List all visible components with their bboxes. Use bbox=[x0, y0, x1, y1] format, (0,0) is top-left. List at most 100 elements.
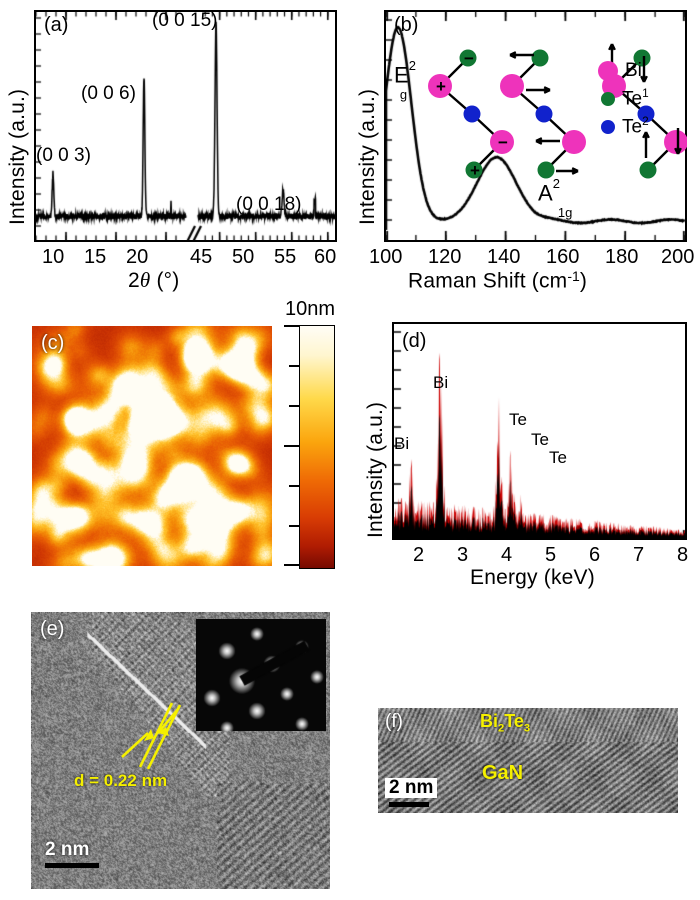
xrd-xtick-20: 20 bbox=[126, 246, 149, 268]
afm-colorbar bbox=[299, 325, 335, 569]
edx-spectrum-canvas bbox=[394, 324, 685, 538]
raman-xtick-180: 180 bbox=[605, 246, 639, 268]
afm-colorbar-ticks-icon bbox=[284, 325, 299, 566]
edx-xtick-3: 3 bbox=[457, 544, 469, 566]
edx-xtick-8: 8 bbox=[677, 544, 689, 566]
bi-atom bbox=[500, 74, 524, 98]
raman-curve-canvas bbox=[386, 12, 685, 240]
te2-atom bbox=[463, 105, 481, 123]
panel-c-afm: (c) 400 nm 10nm bbox=[0, 290, 350, 836]
interface-scalebar-group: 2 nm bbox=[385, 778, 438, 807]
edx-peak-label-te-2: Te bbox=[531, 430, 549, 449]
legend-label-bi: Bi bbox=[625, 60, 642, 81]
afm-topography-canvas bbox=[32, 326, 272, 566]
edx-peak-label-te-3: Te bbox=[549, 448, 567, 467]
te2-atom bbox=[535, 105, 553, 123]
panel-d-plot-frame bbox=[392, 322, 687, 540]
bi-atom bbox=[562, 130, 586, 154]
charge-symbol: + bbox=[470, 161, 480, 180]
panel-a-ylabel: Intensity (a.u.) bbox=[6, 88, 29, 225]
te1-atom bbox=[459, 49, 477, 67]
legend-label-te2: Te2 bbox=[622, 115, 649, 138]
xrd-xtick-55: 55 bbox=[274, 246, 297, 268]
vibration-arrow-icon bbox=[642, 131, 650, 158]
charge-symbol: + bbox=[436, 77, 446, 96]
edx-xtick-4: 4 bbox=[501, 544, 513, 566]
panel-f-interface: (f) Bi2Te3 GaN 2 nm bbox=[350, 595, 700, 900]
bi-dot-icon bbox=[598, 61, 618, 81]
panel-b-plot-frame bbox=[384, 10, 687, 242]
te1-atom bbox=[531, 49, 549, 67]
te1-atom bbox=[465, 161, 483, 179]
panel-a-xrd: Intensity (a.u.) (a) (0 0 3) (0 0 6) (0 … bbox=[0, 0, 350, 292]
xrd-xtick-45: 45 bbox=[190, 246, 213, 268]
te2-atom bbox=[637, 105, 655, 123]
panel-d-ylabel: Intensity (a.u.) bbox=[364, 401, 387, 538]
panel-a-letter: (a) bbox=[44, 14, 69, 36]
interface-scalebar-line bbox=[389, 802, 429, 807]
xrd-xtick-15: 15 bbox=[84, 246, 107, 268]
raman-xtick-200: 200 bbox=[661, 246, 695, 268]
te1-atom bbox=[639, 161, 657, 179]
panel-e-hrtem: (e) d = 0.22 nm 2 nm bbox=[0, 595, 350, 900]
saed-diffraction-canvas bbox=[196, 619, 326, 731]
panel-c-letter: (c) bbox=[41, 332, 65, 354]
panel-a-xlabel: 2θ (°) bbox=[128, 268, 180, 292]
edx-peak-label-te-1: Te bbox=[509, 410, 527, 429]
raman-xtick-100: 100 bbox=[369, 246, 403, 268]
legend-item-te1: Te1 bbox=[598, 87, 649, 110]
bi-atom bbox=[428, 74, 452, 98]
panel-a-plot-frame bbox=[34, 10, 337, 242]
saed-inset bbox=[196, 619, 326, 731]
panel-d-letter: (d) bbox=[402, 330, 427, 352]
hrtem-d-spacing-marker-icon bbox=[121, 702, 182, 770]
legend-item-te2: Te2 bbox=[598, 115, 649, 138]
panel-f-letter: (f) bbox=[385, 711, 403, 732]
hrtem-scalebar-line bbox=[45, 862, 99, 868]
vibration-arrow-icon bbox=[674, 128, 682, 155]
raman-mode-label-e2g: E2g bbox=[394, 58, 416, 102]
raman-xtick-160: 160 bbox=[546, 246, 580, 268]
xrd-peak-label-006: (0 0 6) bbox=[81, 83, 136, 104]
legend-item-bi: Bi bbox=[598, 60, 649, 82]
edx-xtick-7: 7 bbox=[633, 544, 645, 566]
panel-d-xlabel: Energy (keV) bbox=[470, 566, 595, 589]
hrtem-scalebar-label: 2 nm bbox=[45, 839, 90, 860]
raman-xtick-140: 140 bbox=[487, 246, 521, 268]
xrd-xtick-50: 50 bbox=[232, 246, 255, 268]
xrd-peak-label-003: (0 0 3) bbox=[36, 145, 91, 166]
panel-e-letter: (e) bbox=[40, 618, 65, 640]
interface-scalebar-label: 2 nm bbox=[385, 778, 438, 798]
panel-d-edx: Intensity (a.u.) (d) Bi Bi Te Te Te 2 3 … bbox=[350, 290, 700, 595]
panel-b-ylabel: Intensity (a.u.) bbox=[356, 88, 379, 225]
raman-xtick-120: 120 bbox=[428, 246, 462, 268]
te1-atom bbox=[537, 161, 555, 179]
edx-peak-label-bi-main: Bi bbox=[433, 373, 449, 392]
xrd-peak-label-0018: (0 0 18) bbox=[236, 194, 302, 215]
raman-inset-vibration-diagram: − + − + bbox=[384, 10, 688, 242]
vibration-arrow-icon bbox=[640, 56, 648, 83]
vibration-arrow-icon bbox=[509, 51, 534, 59]
edx-peak-label-bi-small: Bi bbox=[394, 434, 410, 453]
raman-mode-label-a21g: A21g bbox=[538, 176, 573, 220]
xrd-curve-canvas bbox=[36, 12, 335, 240]
panel-b-raman: Intensity (a.u.) (b) − + − + E2g A21g Bi Te… bbox=[350, 0, 700, 293]
vibration-arrow-icon bbox=[526, 86, 551, 94]
afm-colorbar-max-label: 10nm bbox=[285, 298, 336, 320]
charge-symbol: − bbox=[498, 133, 508, 152]
vibration-diagram-svg: −+−+ bbox=[428, 43, 688, 180]
xrd-xtick-10: 10 bbox=[42, 246, 65, 268]
edx-xtick-2: 2 bbox=[413, 544, 425, 566]
edx-xtick-5: 5 bbox=[545, 544, 557, 566]
panel-b-xlabel: Raman Shift (cm-1) bbox=[408, 268, 588, 293]
afm-image bbox=[32, 326, 272, 566]
hrtem-scalebar-group: 2 nm bbox=[45, 840, 99, 868]
te2-dot-icon bbox=[601, 119, 615, 134]
te1-atom bbox=[633, 49, 651, 67]
charge-symbol: − bbox=[464, 49, 474, 68]
xrd-peak-label-0015: (0 0 15) bbox=[152, 10, 218, 31]
bi-atom bbox=[664, 130, 688, 154]
layer-label-gan: GaN bbox=[482, 762, 524, 784]
edx-xtick-6: 6 bbox=[589, 544, 601, 566]
vibration-arrow-icon bbox=[535, 137, 560, 145]
